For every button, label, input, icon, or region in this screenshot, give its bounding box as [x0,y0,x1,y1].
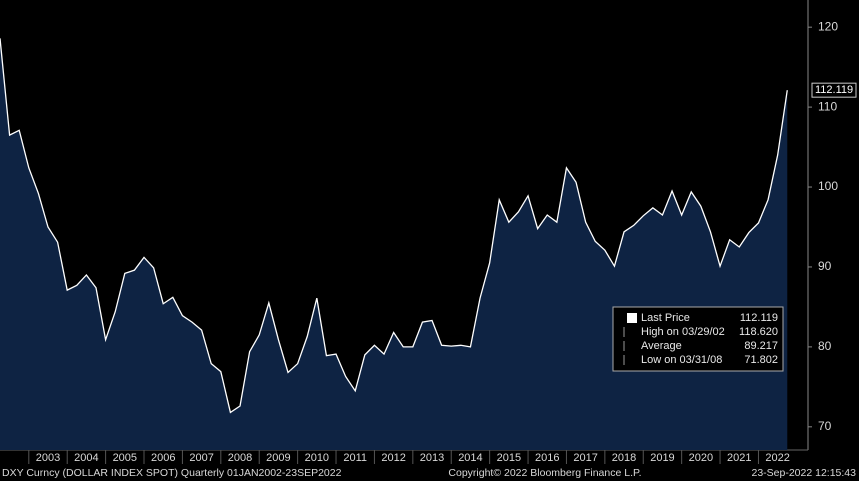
footer-center: Copyright© 2022 Bloomberg Finance L.P. [448,467,641,479]
x-tick-label: 2021 [727,452,751,464]
x-tick-label: 2007 [189,452,213,464]
x-tick-label: 2013 [420,452,444,464]
x-tick-label: 2009 [266,452,290,464]
x-tick-label: 2017 [573,452,597,464]
line [0,38,788,414]
x-tick-label: 2011 [343,452,367,464]
y-tick-label: 110 [818,99,837,113]
stat-label: Low on 03/31/08 [641,354,722,366]
stat-value: 71.802 [744,354,778,366]
x-tick-label: 2015 [497,452,521,464]
last-price-label: 112.119 [815,84,853,96]
stat-value: 118.620 [739,326,778,338]
stat-value: 112.119 [740,312,778,324]
x-tick-label: 2022 [765,452,789,464]
stat-icon [627,313,637,323]
stat-value: 89.217 [744,340,778,352]
x-tick-label: 2010 [305,452,329,464]
x-tick-label: 2019 [650,452,674,464]
x-tick-label: 2014 [458,452,482,464]
area-fill [0,38,788,450]
x-tick-label: 2012 [381,452,405,464]
x-tick-label: 2005 [113,452,137,464]
last-price-tag [811,82,857,98]
x-tick-label: 2016 [535,452,559,464]
x-tick-label: 2006 [151,452,175,464]
footer-right: 23-Sep-2022 12:15:43 [751,467,856,479]
y-tick-label: 120 [818,19,838,33]
y-tick-label: 70 [818,419,832,433]
x-tick-label: 2008 [228,452,252,464]
x-tick-label: 2020 [689,452,713,464]
stat-label: High on 03/29/02 [641,326,725,338]
x-tick-label: 2004 [74,452,98,464]
stat-label: Average [641,340,682,352]
x-tick-label: 2003 [36,452,60,464]
stats-box: Last Price 112.119 High on 03/29/02 118.620… [612,306,784,372]
footer-left: DXY Curncy (DOLLAR INDEX SPOT) Quarterly… [2,467,342,479]
y-tick-label: 100 [818,179,838,193]
y-tick-label: 80 [818,339,832,353]
y-tick-label: 90 [818,259,832,273]
stats-frame [612,306,784,372]
x-tick-label: 2018 [612,452,636,464]
stat-label: Last Price [641,312,690,324]
